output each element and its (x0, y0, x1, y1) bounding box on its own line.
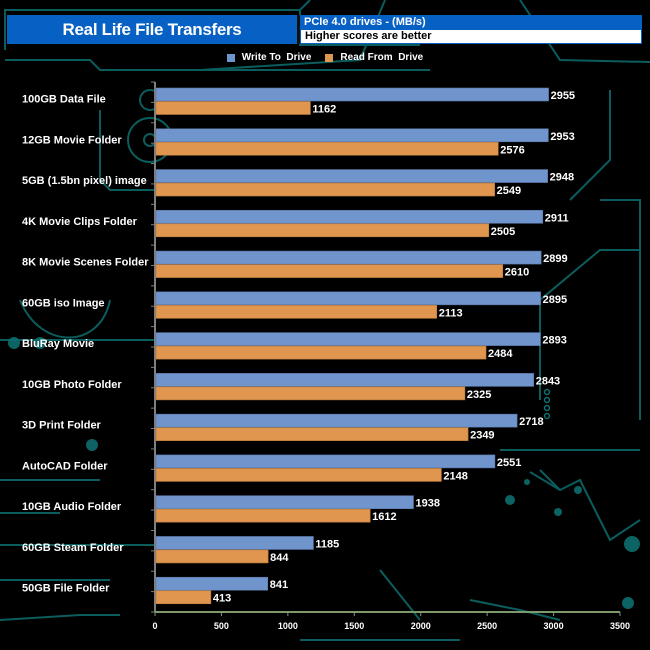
bar-read (155, 468, 442, 482)
bar-read (155, 508, 371, 523)
x-tick-label: 1000 (278, 621, 298, 631)
value-label-write: 2895 (543, 294, 567, 306)
category-label: 50GB File Folder (22, 583, 110, 595)
value-label-read: 2549 (497, 185, 521, 197)
bar-write (155, 291, 541, 306)
category-label: 8K Movie Scenes Folder (22, 257, 149, 269)
x-tick-label: 2500 (477, 621, 497, 631)
value-label-read: 2113 (439, 307, 463, 319)
bar-write (155, 413, 518, 428)
bar-read (155, 264, 504, 278)
subtitle-box: PCIe 4.0 drives - (MB/s) Higher scores a… (297, 15, 642, 44)
value-label-write: 2843 (536, 375, 560, 387)
bar-read (155, 549, 269, 564)
x-tick-label: 3500 (610, 621, 630, 631)
category-label: AutoCAD Folder (22, 460, 108, 472)
bar-read (155, 223, 490, 238)
value-label-write: 2718 (519, 416, 543, 428)
category-label: 60GB Steam Folder (22, 542, 124, 554)
bar-write (155, 454, 496, 469)
bar-write (155, 536, 314, 550)
value-label-write: 1185 (315, 538, 339, 550)
x-tick-label: 1500 (344, 621, 364, 631)
value-label-write: 2953 (550, 131, 574, 143)
bar-read (155, 590, 212, 605)
value-label-write: 2899 (543, 253, 567, 265)
value-label-read: 2505 (491, 226, 515, 238)
value-label-write: 2948 (550, 172, 574, 184)
chart-note: Higher scores are better (300, 30, 642, 44)
value-label-write: 2911 (545, 212, 569, 224)
bar-write (155, 495, 414, 509)
value-label-write: 2551 (497, 457, 521, 469)
value-label-read: 2484 (488, 348, 513, 360)
bar-read (155, 141, 499, 156)
legend: Write To Drive Read From Drive (0, 52, 650, 63)
legend-label-read: Read From Drive (340, 52, 424, 63)
legend-swatch-write (226, 53, 235, 62)
x-tick-label: 500 (214, 621, 229, 631)
value-label-read: 1162 (312, 104, 336, 116)
legend-swatch-read (325, 53, 334, 62)
bar-write (155, 169, 548, 183)
x-tick-label: 2000 (411, 621, 431, 631)
bar-write (155, 87, 549, 102)
x-tick-label: 0 (152, 621, 157, 631)
bar-write (155, 373, 535, 387)
category-label: 12GB Movie Folder (22, 134, 122, 146)
value-label-read: 2148 (443, 470, 467, 482)
value-label-read: 413 (213, 593, 231, 605)
bar-write (155, 128, 549, 143)
legend-item-write: Write To Drive (226, 52, 312, 63)
bar-write (155, 576, 269, 591)
bar-write (155, 332, 541, 346)
bar-read (155, 427, 469, 441)
value-label-write: 2893 (542, 335, 566, 347)
value-label-read: 2349 (470, 430, 494, 442)
category-label: 3D Print Folder (22, 420, 102, 432)
legend-item-read: Read From Drive (325, 52, 423, 63)
chart-subtitle: PCIe 4.0 drives - (MB/s) (300, 15, 642, 30)
value-label-read: 1612 (372, 511, 396, 523)
bar-read (155, 345, 487, 360)
value-label-write: 2955 (551, 90, 575, 102)
value-label-read: 2610 (505, 267, 529, 279)
value-label-read: 2325 (467, 389, 491, 401)
value-label-read: 844 (270, 552, 289, 564)
category-label: BluRay Movie (22, 338, 94, 350)
category-label: 10GB Photo Folder (22, 379, 122, 391)
bar-write (155, 250, 542, 265)
x-tick-label: 3000 (544, 621, 564, 631)
category-label: 100GB Data File (22, 94, 106, 106)
legend-label-write: Write To Drive (241, 52, 312, 63)
category-label: 60GB iso Image (22, 297, 105, 309)
bar-read (155, 101, 311, 115)
category-label: 5GB (1.5bn pixel) image (22, 175, 147, 187)
category-label: 4K Movie Clips Folder (22, 216, 138, 228)
bar-read (155, 386, 466, 401)
category-label: 10GB Audio Folder (22, 501, 122, 513)
chart-title: Real Life File Transfers (7, 15, 297, 44)
value-label-read: 2576 (500, 144, 524, 156)
value-label-write: 841 (270, 579, 288, 591)
bar-write (155, 210, 544, 224)
value-label-write: 1938 (415, 498, 439, 510)
bar-read (155, 182, 495, 197)
bar-read (155, 305, 438, 319)
